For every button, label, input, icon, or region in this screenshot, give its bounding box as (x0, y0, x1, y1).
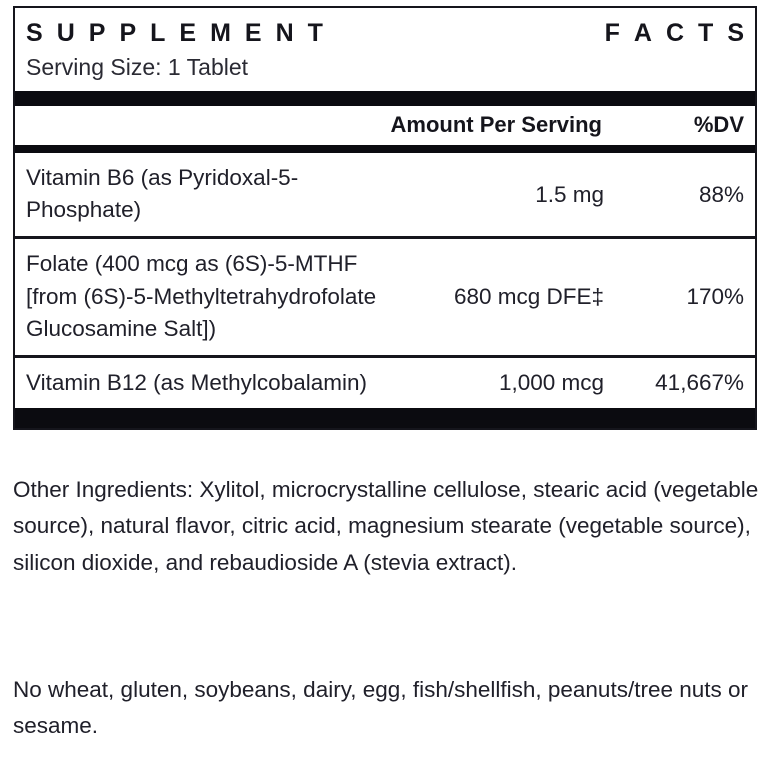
rule-below-header (15, 144, 755, 153)
column-header-percent-dv: %DV (693, 111, 744, 137)
nutrient-percent-dv: 41,667% (655, 370, 744, 396)
nutrient-amount: 1,000 mcg (498, 370, 604, 396)
nutrient-percent-dv: 88% (698, 181, 744, 207)
row-divider (15, 235, 755, 239)
nutrient-name: Vitamin B12 (as Methylcobalamin) (26, 369, 367, 395)
nutrient-percent-dv: 170% (686, 284, 744, 310)
serving-size: Serving Size: 1 Tablet (26, 54, 249, 81)
nutrient-name: Vitamin B6 (as Pyridoxal-5-Phosphate) (26, 164, 299, 223)
row-divider (15, 354, 755, 358)
other-ingredients-text: Other Ingredients: Xylitol, microcrystal… (13, 477, 759, 575)
allergen-statement-text: No wheat, gluten, soybeans, dairy, egg, … (13, 677, 749, 739)
column-header-amount: Amount Per Serving (390, 111, 602, 137)
nutrient-amount: 680 mcg DFE‡ (453, 284, 604, 310)
rule-above-header (15, 90, 755, 106)
column-header-row: Amount Per Serving %DV (15, 106, 755, 145)
rule-panel-bottom (15, 408, 755, 429)
table-row: Folate (400 mcg as (6S)-5-MTHF [from (6S… (15, 239, 755, 355)
table-row: Vitamin B6 (as Pyridoxal-5-Phosphate) 1.… (15, 153, 755, 236)
table-row: Vitamin B12 (as Methylcobalamin) 1,000 m… (15, 358, 755, 409)
nutrient-name: Folate (400 mcg as (6S)-5-MTHF [from (6S… (26, 250, 377, 342)
nutrient-amount: 1.5 mg (535, 181, 604, 207)
